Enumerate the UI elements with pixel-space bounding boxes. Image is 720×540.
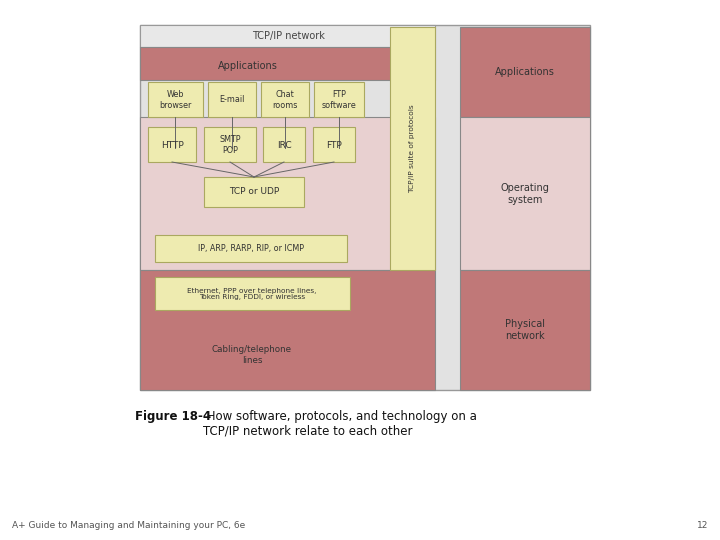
Bar: [140, 25, 435, 47]
Bar: [155, 277, 350, 310]
Bar: [204, 177, 304, 207]
Bar: [261, 82, 309, 117]
Bar: [263, 127, 305, 162]
Text: TCP or UDP: TCP or UDP: [229, 187, 279, 197]
Text: Applications: Applications: [495, 67, 555, 77]
Bar: [140, 117, 435, 270]
Text: SMTP
POP: SMTP POP: [220, 136, 240, 154]
Bar: [140, 270, 435, 390]
Text: Figure 18-4: Figure 18-4: [135, 410, 211, 423]
Bar: [313, 127, 355, 162]
Bar: [390, 27, 435, 270]
Text: HTTP: HTTP: [161, 140, 184, 150]
Text: 12: 12: [697, 521, 708, 530]
Bar: [155, 235, 347, 262]
Bar: [314, 82, 364, 117]
Bar: [460, 27, 590, 117]
Bar: [208, 82, 256, 117]
Text: FTP
software: FTP software: [322, 90, 356, 110]
Text: E-mail: E-mail: [220, 96, 245, 105]
Bar: [148, 127, 196, 162]
Bar: [204, 127, 256, 162]
Text: IP, ARP, RARP, RIP, or ICMP: IP, ARP, RARP, RIP, or ICMP: [198, 245, 304, 253]
Text: TCP/IP suite of protocols: TCP/IP suite of protocols: [409, 105, 415, 193]
Bar: [140, 47, 435, 80]
Bar: [148, 82, 203, 117]
Text: Web
browser: Web browser: [159, 90, 192, 110]
Text: TCP/IP network: TCP/IP network: [251, 31, 325, 41]
Text: Operating
system: Operating system: [500, 183, 549, 205]
Bar: [460, 270, 590, 390]
Bar: [140, 25, 590, 390]
Text: Applications: Applications: [218, 61, 278, 71]
Text: How software, protocols, and technology on a
TCP/IP network relate to each other: How software, protocols, and technology …: [203, 410, 477, 438]
Text: IRC: IRC: [276, 140, 292, 150]
Text: A+ Guide to Managing and Maintaining your PC, 6e: A+ Guide to Managing and Maintaining you…: [12, 521, 246, 530]
Text: Cabling/telephone
lines: Cabling/telephone lines: [212, 345, 292, 364]
Text: Ethernet, PPP over telephone lines,
Token Ring, FDDI, or wireless: Ethernet, PPP over telephone lines, Toke…: [187, 287, 317, 300]
Bar: [460, 117, 590, 270]
Text: Physical
network: Physical network: [505, 319, 545, 341]
Text: Chat
rooms: Chat rooms: [272, 90, 297, 110]
Text: FTP: FTP: [326, 140, 342, 150]
